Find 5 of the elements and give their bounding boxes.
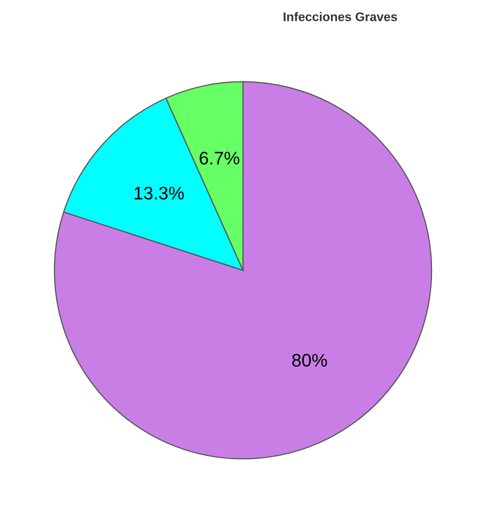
chart-title: Infecciones Graves [284, 12, 398, 22]
data-label: 6.7% [200, 152, 240, 165]
data-label: 13.3% [134, 186, 184, 200]
data-label: 80% [292, 354, 327, 367]
pie-slice [54, 81, 432, 460]
